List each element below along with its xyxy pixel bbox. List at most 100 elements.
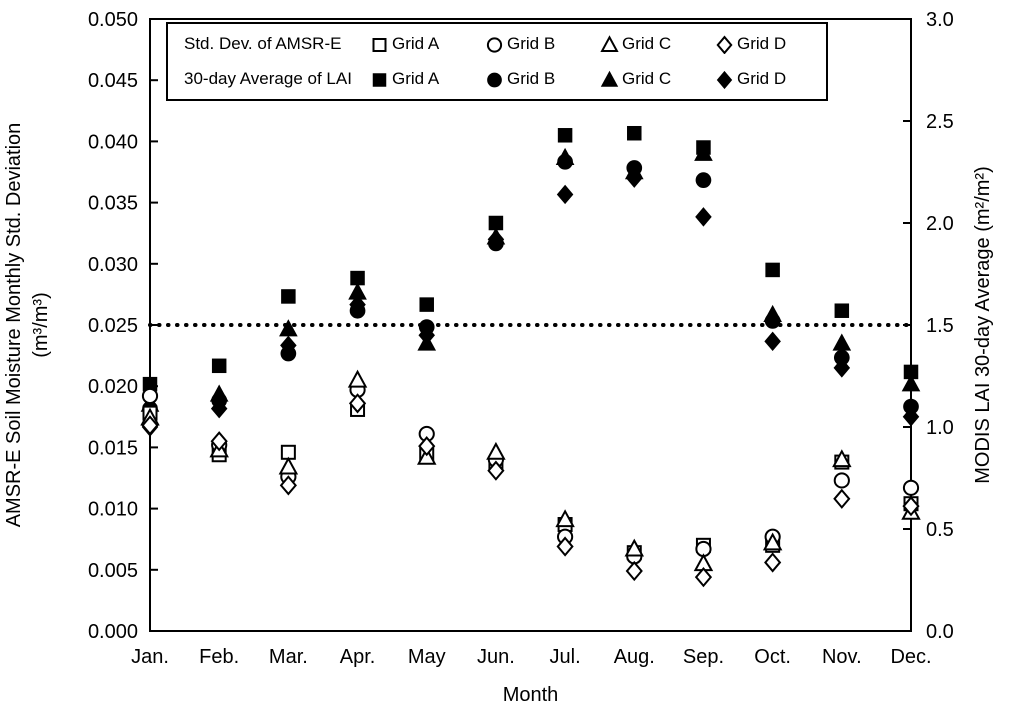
x-tick-label-aug: Aug. (614, 646, 655, 668)
open-diamond-icon (716, 35, 733, 55)
legend-item-grid-d: Grid D (715, 34, 830, 55)
legend-item-label: Grid D (737, 68, 787, 88)
x-tick-label-apr: Apr. (340, 646, 376, 668)
legend-item-grid-c: Grid C (600, 34, 715, 54)
legend-item-grid-d: Grid D (715, 69, 830, 89)
open-square-icon (372, 38, 387, 53)
left-axis-tick-label: 0.025 (88, 315, 138, 337)
point-lai-grid-c-mar (279, 319, 298, 337)
point-std-grid-c-jul (555, 509, 575, 528)
point-std-grid-c-mar (278, 456, 299, 475)
point-lai-grid-c-dec (901, 374, 921, 392)
left-axis-title-line1: AMSR-E Soil Moisture Monthly Std. Deviat… (3, 123, 25, 528)
x-tick-label-oct: Oct. (754, 646, 791, 668)
legend-marker (372, 38, 387, 53)
left-axis-tick-label: 0.000 (88, 621, 138, 643)
filled-square-icon (372, 73, 387, 87)
legend-row-lai: 30-day Average of LAI Grid A Grid B Grid C G… (184, 62, 826, 96)
open-triangle-icon (600, 35, 619, 53)
point-lai-grid-a-may (419, 297, 434, 312)
point-std-grid-b-dec (902, 479, 920, 496)
legend-item-grid-a: Grid A (370, 34, 485, 54)
left-axis-tick-label: 0.045 (88, 70, 138, 92)
point-std-grid-c-aug (624, 538, 645, 557)
right-axis-tick-label: 1.0 (926, 417, 954, 439)
point-lai-grid-a-jul (557, 128, 573, 143)
point-std-grid-d-sep (694, 567, 713, 588)
right-axis-tick-label: 0.5 (926, 519, 954, 541)
left-axis-tick-label: 0.005 (88, 560, 138, 582)
legend-marker (600, 70, 619, 87)
filled-triangle-icon (600, 70, 619, 87)
legend-item-grid-b: Grid B (485, 69, 600, 89)
left-axis-tick-label: 0.050 (88, 9, 138, 31)
point-std-grid-d-jun (487, 460, 505, 481)
legend-item-grid-b: Grid B (485, 34, 600, 54)
point-lai-grid-d-feb (210, 398, 228, 419)
point-std-grid-d-feb (210, 431, 228, 452)
point-lai-grid-d-may (418, 325, 435, 345)
legend-item-label: Grid D (737, 34, 787, 54)
point-lai-grid-a-aug (627, 125, 642, 141)
point-lai-grid-b-sep (695, 172, 712, 189)
point-lai-grid-c-jul (555, 147, 575, 165)
point-lai-grid-a-mar (281, 289, 296, 304)
point-std-grid-d-may (418, 436, 436, 457)
legend-series-group-label: Std. Dev. of AMSR-E (184, 34, 342, 54)
legend-item-label: Grid C (622, 34, 672, 54)
legend-marker (372, 73, 387, 87)
point-lai-grid-a-feb (211, 358, 227, 374)
point-std-grid-c-oct (762, 532, 783, 551)
point-lai-grid-d-jun (487, 229, 505, 250)
open-circle-icon (486, 37, 503, 53)
point-lai-grid-d-nov (833, 358, 851, 378)
x-tick-label-feb: Feb. (199, 646, 239, 668)
x-tick-label-nov: Nov. (822, 646, 862, 668)
point-lai-grid-d-dec (902, 407, 920, 427)
left-axis-tick-label: 0.030 (88, 254, 138, 276)
point-lai-grid-d-mar (280, 335, 297, 356)
point-lai-grid-d-sep (695, 207, 712, 227)
right-axis-tick-label: 3.0 (926, 9, 954, 31)
legend-marker (487, 72, 502, 88)
legend: Std. Dev. of AMSR-E Grid A Grid B Grid C Gri… (166, 22, 828, 101)
legend-marker (486, 37, 503, 53)
legend-item-grid-a: Grid A (370, 69, 485, 89)
point-std-grid-c-jun (486, 441, 506, 460)
point-lai-grid-c-feb (209, 384, 229, 402)
point-std-grid-d-mar (279, 475, 297, 496)
point-std-grid-d-dec (902, 496, 920, 517)
point-std-grid-c-apr (347, 369, 368, 388)
x-tick-label-sep: Sep. (683, 646, 724, 668)
filled-circle-icon (487, 72, 502, 88)
point-lai-grid-c-sep (694, 143, 713, 161)
legend-series-group-label: 30-day Average of LAI (184, 68, 352, 88)
left-axis-tick-label: 0.035 (88, 193, 138, 215)
legend-marker (600, 35, 619, 53)
x-tick-label-jan: Jan. (131, 646, 169, 668)
point-std-grid-d-aug (625, 560, 643, 582)
left-axis-title-line2: (m³/m³) (30, 292, 52, 358)
point-lai-grid-d-apr (349, 294, 366, 315)
point-std-grid-d-apr (348, 393, 367, 414)
point-std-grid-d-nov (833, 488, 851, 509)
right-axis-tick-label: 0.0 (926, 621, 954, 643)
legend-item-label: Grid B (507, 68, 556, 88)
right-axis-tick-label: 2.5 (926, 111, 954, 133)
point-std-grid-c-nov (832, 449, 852, 468)
point-lai-grid-a-oct (765, 262, 780, 278)
right-axis-tick-label: 1.5 (926, 315, 954, 337)
point-lai-grid-d-jul (556, 184, 574, 205)
legend-item-label: Grid C (622, 68, 672, 88)
left-axis-tick-label: 0.020 (88, 376, 138, 398)
right-axis-tick-label: 2.0 (926, 213, 954, 235)
x-axis-title: Month (503, 684, 559, 706)
point-lai-grid-c-nov (832, 333, 852, 351)
point-lai-grid-a-nov (834, 303, 850, 318)
point-lai-grid-c-oct (763, 304, 782, 323)
legend-marker (716, 35, 733, 55)
left-axis-tick-label: 0.015 (88, 437, 138, 459)
x-tick-label-jul: Jul. (550, 646, 581, 668)
